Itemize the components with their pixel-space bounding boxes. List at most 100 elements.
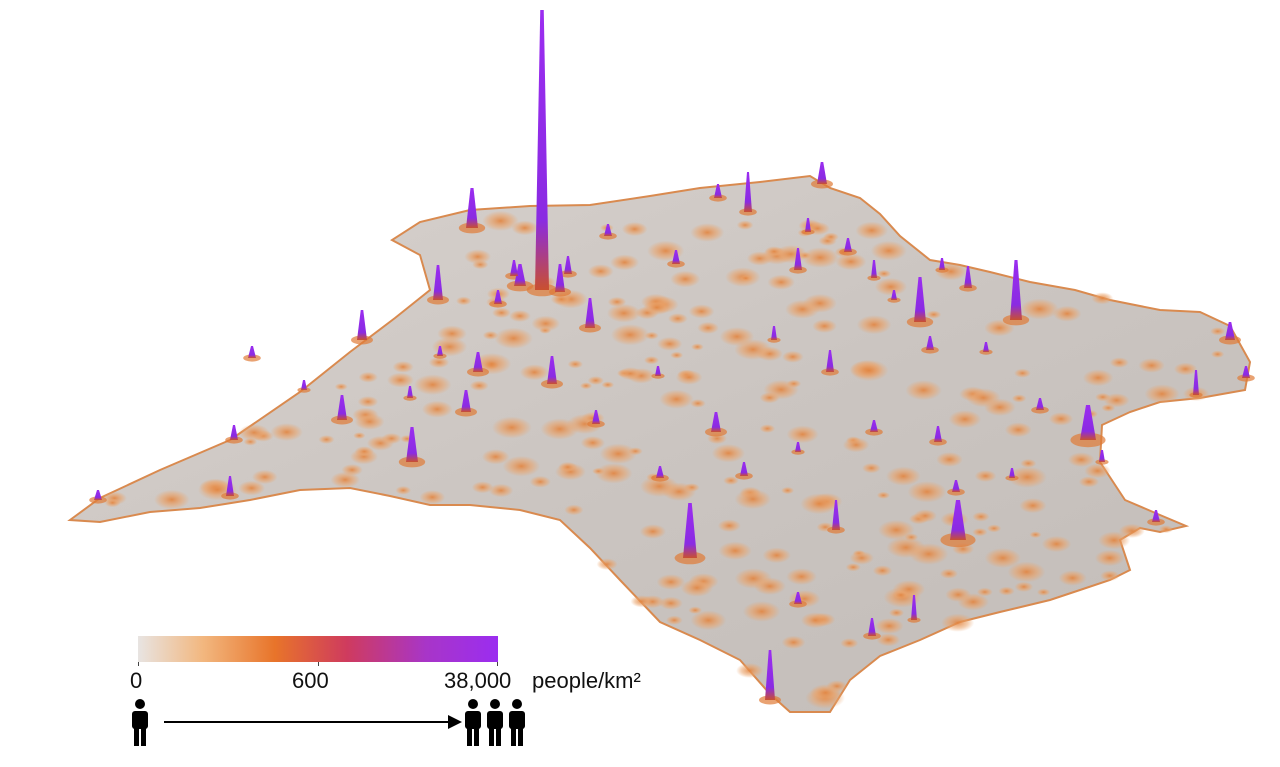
density-spike [466,188,478,228]
density-spike [1010,260,1022,320]
density-blob [877,269,892,278]
density-spikes [89,10,1255,705]
density-blob [675,369,703,385]
density-spike [771,326,777,340]
density-blob [1095,392,1111,402]
density-blob [354,413,385,430]
density-spike [1193,370,1199,395]
density-blob [786,379,802,388]
density-blob [782,350,804,363]
density-blob [723,476,739,485]
density-blob [471,481,494,494]
density-blob [238,480,266,496]
density-spike [94,490,102,500]
density-blob [926,310,942,319]
scale-tick [318,662,319,666]
density-blob [812,319,837,333]
density-spike [844,238,852,252]
density-spike [357,310,367,340]
density-blob [421,400,453,418]
density-blob [670,270,701,288]
density-blob [1007,466,1047,488]
density-blob [717,519,741,532]
density-blob [1014,368,1031,378]
density-blob [786,568,817,585]
density-spike [672,250,680,264]
density-blob [610,324,650,346]
density-blob [1078,476,1099,488]
people-group-icon [465,699,525,746]
density-blob [1144,384,1180,404]
density-blob [587,376,604,385]
density-spike [1152,510,1160,522]
density-spike [585,298,595,328]
density-blob [354,446,374,457]
color-scale-bar [138,636,498,662]
density-blob [519,364,550,381]
density-spike [1080,405,1096,440]
density-spike [714,184,722,198]
density-blob [1210,327,1226,336]
density-spike [765,650,775,700]
density-blob [580,382,593,390]
density-blob [469,380,489,391]
density-spike [983,342,989,352]
density-blob [984,548,1021,568]
density-blob [509,310,531,322]
density-spike [891,290,897,300]
density-blob [1011,394,1027,403]
density-blob [849,551,874,565]
density-blob [1068,452,1095,468]
density-blob [1058,570,1087,586]
density-blob [1007,561,1046,583]
density-blob [998,586,1015,596]
density-blob [762,547,791,564]
density-spike [1242,366,1250,378]
scale-unit-label: people/km² [532,668,641,693]
density-blob [1138,358,1165,373]
density-blob [657,337,683,351]
density-spike [461,390,471,412]
density-blob [909,543,949,565]
density-spike [871,260,877,278]
density-blob [904,533,919,541]
density-blob [974,470,997,482]
density-blob [856,315,892,335]
density-blob [688,304,715,319]
density-spike [301,380,307,390]
density-blob [494,327,533,349]
density-blob [746,251,773,266]
density-spike [826,350,834,372]
density-blob [1173,362,1198,376]
density-spike [437,346,443,356]
density-blob [621,222,648,237]
density-blob [948,410,982,429]
density-blob [558,461,578,473]
density-blob [697,321,719,334]
density-blob [659,596,683,610]
density-blob [987,524,1002,533]
density-blob [596,558,618,570]
density-spike [555,264,565,292]
density-blob [1100,570,1120,582]
density-blob [691,343,704,351]
density-blob [330,471,360,488]
density-spike [494,290,502,304]
density-blob [482,210,519,231]
density-blob [628,447,643,456]
density-blob [753,577,786,595]
density-spike [535,10,549,290]
density-spike [939,258,945,270]
density-blob [1020,298,1059,320]
density-spike [514,264,526,286]
density-spike [1036,398,1044,410]
density-blob [972,511,990,522]
density-blob [392,361,414,373]
density-blob [734,489,772,510]
density-blob [564,504,584,516]
density-blob [1014,581,1034,592]
density-blob [835,253,867,271]
density-blob [810,684,841,702]
